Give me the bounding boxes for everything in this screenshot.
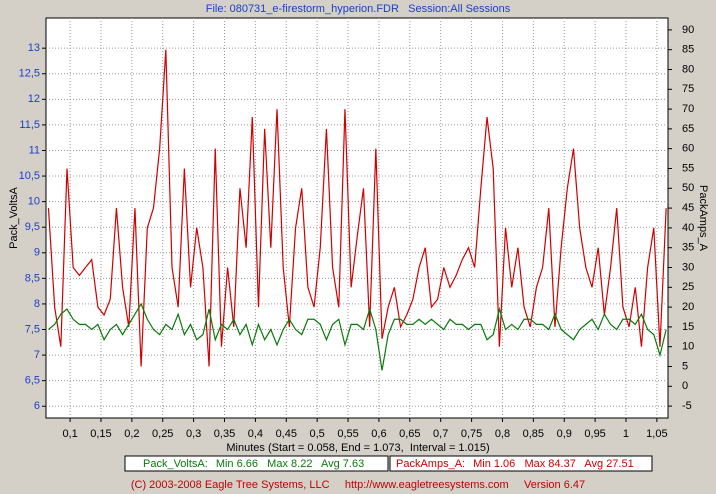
y-tick-label: 9 (34, 247, 40, 259)
y2-tick-label: 70 (682, 103, 694, 115)
y2-tick-label: 30 (682, 261, 694, 273)
x-tick-label: 0,7 (433, 428, 448, 440)
y-tick-label: 6 (34, 400, 40, 412)
series-line (47, 49, 667, 367)
legend-box (389, 455, 653, 472)
x-tick-label: 0,3 (186, 428, 201, 440)
y2-tick-label: 50 (682, 182, 694, 194)
y2-tick-label: 0 (682, 380, 688, 392)
x-tick-label: 0,5 (310, 428, 325, 440)
x-tick-label: 0,1 (62, 428, 77, 440)
y2-tick-label: 60 (682, 143, 694, 155)
y2-tick-label: 65 (682, 123, 694, 135)
y2-tick-label: 75 (682, 83, 694, 95)
y2-tick-label: 10 (682, 341, 694, 353)
legend-label: Pack_VoltsA: (143, 458, 208, 470)
x-axis-label: Minutes (Start = 0.058, End = 1.073, Int… (226, 442, 489, 454)
y2-tick-label: 20 (682, 301, 694, 313)
x-tick-label: 0,85 (523, 428, 544, 440)
y2-tick-label: 90 (682, 24, 694, 36)
chart-title: File: 080731_e-firestorm_hyperion.FDR Se… (206, 3, 511, 15)
y2-tick-label: 35 (682, 242, 694, 254)
x-tick-label: 0,9 (557, 428, 572, 440)
x-tick-label: 0,15 (90, 428, 111, 440)
y-tick-label: 9,5 (25, 221, 40, 233)
y2-tick-label: 15 (682, 321, 694, 333)
x-tick-label: 0,25 (152, 428, 173, 440)
x-tick-label: 0,75 (461, 428, 482, 440)
x-tick-label: 0,8 (495, 428, 510, 440)
y-tick-label: 10 (28, 196, 40, 208)
x-tick-label: 0,55 (337, 428, 358, 440)
x-tick-label: 0,6 (371, 428, 386, 440)
legend-stats: Min 1.06 Max 84.37 Avg 27.51 (473, 458, 634, 470)
y2-axis-label: PackAmps_A (697, 185, 709, 252)
x-tick-label: 0,4 (248, 428, 263, 440)
y-tick-label: 11 (29, 144, 40, 156)
x-tick-label: 1 (623, 428, 629, 440)
x-tick-label: 0,35 (214, 428, 235, 440)
x-tick-label: 1,05 (646, 428, 667, 440)
y2-tick-label: -5 (682, 400, 692, 412)
y-tick-label: 8 (34, 298, 40, 310)
y-tick-label: 7,5 (25, 323, 40, 335)
x-tick-label: 0,95 (584, 428, 605, 440)
y-tick-label: 13 (28, 42, 40, 54)
legend-label: PackAmps_A: (396, 458, 465, 470)
series-line (48, 302, 667, 371)
y-tick-label: 12 (28, 93, 40, 105)
y2-tick-label: 55 (682, 162, 694, 174)
x-tick-label: 0,2 (124, 428, 139, 440)
y2-tick-label: 5 (682, 360, 688, 372)
y2-tick-label: 25 (682, 281, 694, 293)
y2-tick-label: 45 (682, 202, 694, 214)
y-tick-label: 12,5 (19, 68, 40, 80)
y-axis-label: Pack_VoltsA (8, 186, 20, 248)
y-tick-label: 11,5 (19, 119, 40, 131)
y2-tick-label: 80 (682, 63, 694, 75)
plot-area (45, 17, 669, 419)
y-tick-label: 10,5 (19, 170, 40, 182)
y-tick-label: 8,5 (25, 272, 40, 284)
legend-box (124, 455, 389, 472)
y-tick-label: 7 (34, 349, 40, 361)
footer: (C) 2003-2008 Eagle Tree Systems, LLC ht… (131, 479, 585, 491)
x-tick-label: 0,65 (399, 428, 420, 440)
x-tick-label: 0,45 (276, 428, 297, 440)
y-tick-label: 6,5 (25, 375, 40, 387)
y2-tick-label: 85 (682, 44, 694, 56)
y2-tick-label: 40 (682, 222, 694, 234)
legend-stats: Min 6.66 Max 8.22 Avg 7.63 (216, 458, 364, 470)
